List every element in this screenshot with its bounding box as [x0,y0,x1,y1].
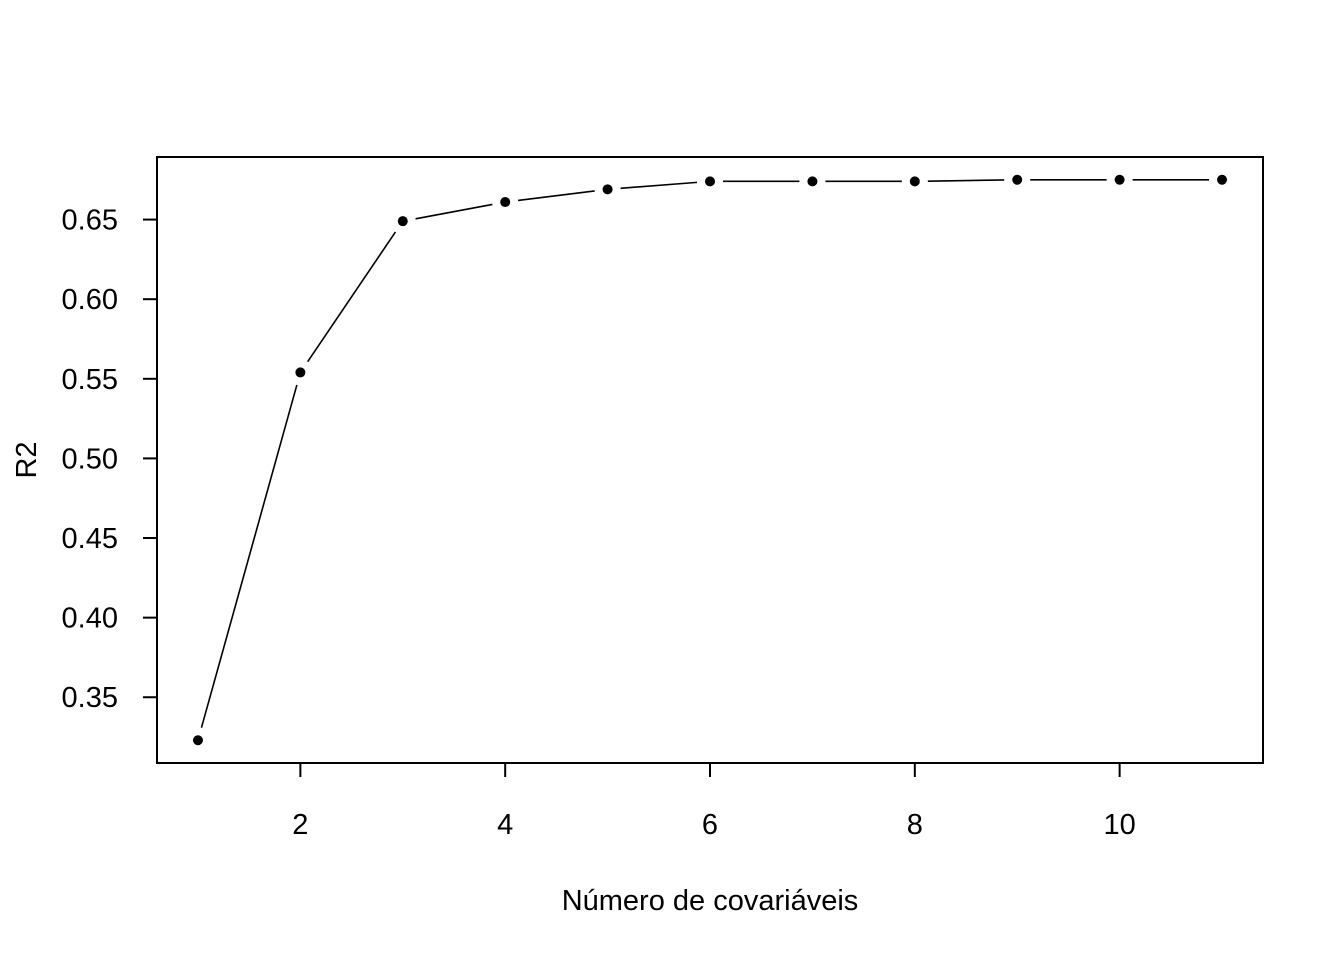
x-tick-label: 4 [497,809,513,841]
data-point [192,735,203,746]
y-axis: 0.35 0.40 0.45 0.50 0.55 0.60 0.65 [62,205,158,714]
y-axis-title: R2 [11,441,43,478]
data-point [909,176,920,187]
data-point [602,184,613,195]
series-line [200,178,1210,728]
x-axis: 2 4 6 8 10 [292,762,1136,841]
y-tick-label: 0.60 [62,284,118,316]
y-tick-label: 0.40 [62,603,118,635]
series-segment [306,231,397,363]
data-point [1114,174,1125,185]
y-tick-label: 0.45 [62,523,118,555]
data-point [500,197,511,208]
y-tick-label: 0.65 [62,205,118,237]
data-point [397,216,408,227]
data-point [705,176,715,187]
series-points [192,174,1228,746]
y-tick-label: 0.50 [62,443,118,475]
x-axis-title: Número de covariáveis [562,885,859,917]
x-tick-label: 8 [907,809,923,841]
data-point [1217,174,1228,185]
y-tick-label: 0.35 [62,682,118,714]
x-tick-label: 6 [702,809,718,841]
data-point [1012,174,1023,185]
x-tick-label: 10 [1103,809,1135,841]
series-segment [927,179,1005,182]
data-point [295,367,306,378]
series-segment [415,203,493,220]
data-point [807,176,818,187]
series-segment [517,190,595,202]
y-tick-label: 0.55 [62,364,118,396]
series-segment [200,384,298,728]
series-segment [620,181,698,190]
x-tick-label: 2 [292,809,308,841]
